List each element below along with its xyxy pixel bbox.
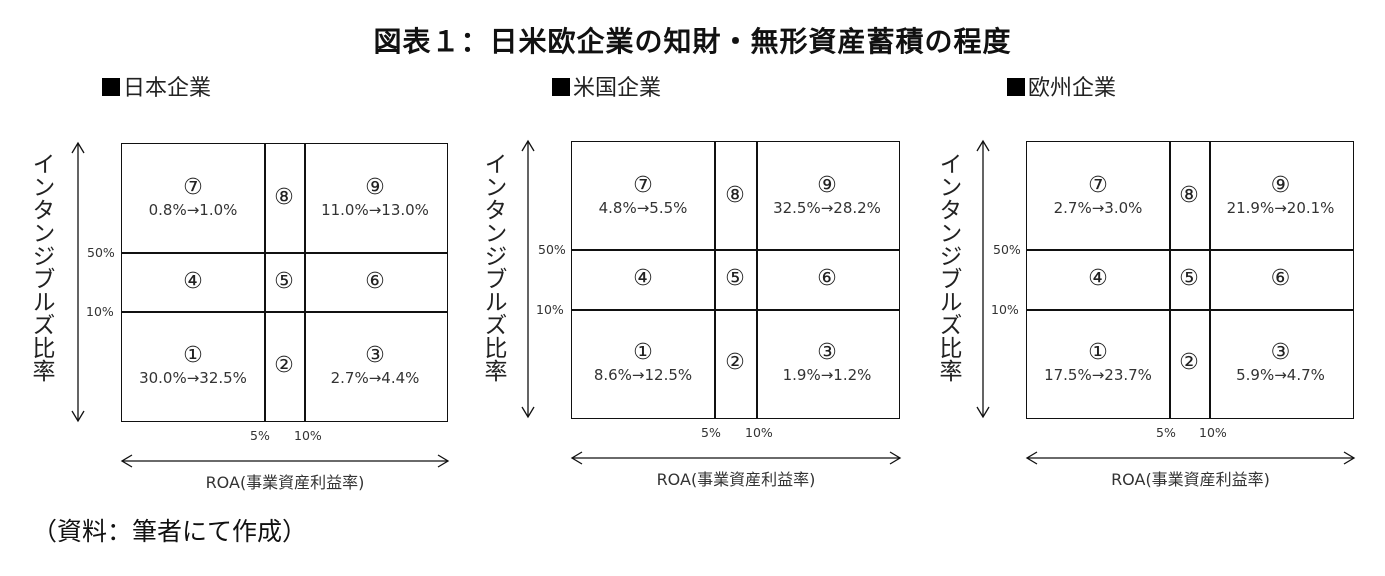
cell-9: ⑨ 21.9%→20.1%: [1226, 172, 1335, 217]
y-tick-10: 10%: [86, 304, 114, 319]
divider-roa-10: [304, 144, 306, 421]
x-tick-10: 10%: [1199, 425, 1227, 440]
panel-title: 日本企業: [102, 70, 211, 102]
panel-title: 欧州企業: [1007, 70, 1116, 102]
panel-japan: 日本企業 インタンジブルズ比率 50% 10% ⑦ 0.8%→1.0% ⑧ ⑨ …: [0, 0, 460, 576]
y-axis-double-arrow-icon: [521, 139, 535, 419]
cell-6: ⑥: [817, 266, 837, 291]
y-axis-double-arrow-icon: [71, 141, 85, 423]
divider-int-10: [1027, 309, 1353, 311]
matrix-grid: ⑦ 2.7%→3.0% ⑧ ⑨ 21.9%→20.1% ④ ⑤ ⑥ ① 17.5…: [1026, 141, 1354, 419]
cell-4: ④: [183, 268, 203, 294]
x-axis-double-arrow-icon: [120, 454, 450, 468]
y-tick-50: 50%: [993, 242, 1021, 257]
cell-9: ⑨ 11.0%→13.0%: [321, 175, 429, 220]
y-tick-10: 10%: [991, 302, 1019, 317]
matrix-grid: ⑦ 0.8%→1.0% ⑧ ⑨ 11.0%→13.0% ④ ⑤ ⑥ ① 30.0…: [121, 143, 448, 422]
cell-6: ⑥: [1270, 266, 1291, 291]
divider-int-50: [122, 252, 447, 254]
y-tick-10: 10%: [536, 302, 564, 317]
divider-roa-10: [756, 142, 758, 418]
cell-1: ① 8.6%→12.5%: [593, 340, 693, 385]
y-axis-double-arrow-icon: [976, 139, 990, 419]
divider-roa-10: [1209, 142, 1211, 418]
panel-europe: 欧州企業 インタンジブルズ比率 50% 10% ⑦ 2.7%→3.0% ⑧ ⑨ …: [905, 0, 1385, 576]
divider-int-50: [1027, 249, 1353, 251]
cell-8: ⑧: [274, 185, 294, 210]
divider-roa-5: [1169, 142, 1171, 418]
cell-3: ③ 1.9%→1.2%: [782, 340, 872, 385]
x-tick-10: 10%: [745, 425, 773, 440]
figure-title: 図表１：日米欧企業の知財・無形資産蓄積の程度: [373, 25, 1012, 58]
matrix-grid: ⑦ 4.8%→5.5% ⑧ ⑨ 32.5%→28.2% ④ ⑤ ⑥ ① 8.6%…: [571, 141, 900, 419]
y-axis-label: インタンジブルズ比率: [935, 152, 961, 382]
x-axis-label: ROA(事業資産利益率): [1111, 470, 1270, 489]
x-axis-label: ROA(事業資産利益率): [205, 473, 365, 492]
divider-int-10: [572, 309, 899, 311]
cell-7: ⑦ 0.8%→1.0%: [148, 175, 238, 220]
cell-4: ④: [633, 266, 653, 291]
panel-us: 米国企業 インタンジブルズ比率 50% 10% ⑦ 4.8%→5.5% ⑧ ⑨ …: [450, 0, 910, 576]
cell-3: ③ 2.7%→4.4%: [330, 342, 420, 387]
source-note: （資料：筆者にて作成）: [32, 517, 308, 546]
divider-int-50: [572, 249, 899, 251]
cell-7: ⑦ 2.7%→3.0%: [1053, 172, 1143, 217]
cell-3: ③ 5.9%→4.7%: [1236, 340, 1325, 385]
x-tick-5: 5%: [701, 425, 721, 440]
divider-roa-5: [264, 144, 266, 421]
divider-roa-5: [714, 142, 716, 418]
y-tick-50: 50%: [87, 245, 115, 260]
x-axis-double-arrow-icon: [1025, 451, 1356, 465]
x-tick-5: 5%: [250, 428, 270, 443]
x-axis-label: ROA(事業資産利益率): [656, 470, 816, 489]
cell-2: ②: [1179, 350, 1199, 375]
cell-2: ②: [725, 350, 745, 375]
x-tick-10: 10%: [294, 428, 322, 443]
cell-8: ⑧: [1179, 182, 1199, 208]
cell-5: ⑤: [725, 266, 745, 291]
cell-4: ④: [1088, 266, 1108, 291]
black-square-icon: [102, 78, 120, 96]
x-tick-5: 5%: [1156, 425, 1176, 440]
cell-8: ⑧: [725, 182, 745, 208]
black-square-icon: [552, 78, 570, 96]
cell-5: ⑤: [274, 268, 294, 294]
cell-7: ⑦ 4.8%→5.5%: [598, 172, 688, 217]
cell-1: ① 30.0%→32.5%: [139, 342, 247, 387]
cell-1: ① 17.5%→23.7%: [1044, 340, 1152, 385]
cell-9: ⑨ 32.5%→28.2%: [773, 172, 881, 217]
black-square-icon: [1007, 78, 1025, 96]
y-axis-label: インタンジブルズ比率: [28, 152, 54, 382]
cell-5: ⑤: [1179, 266, 1199, 291]
cell-6: ⑥: [365, 268, 385, 294]
panel-title: 米国企業: [552, 70, 661, 102]
x-axis-double-arrow-icon: [570, 451, 902, 465]
divider-int-10: [122, 311, 447, 313]
y-axis-label: インタンジブルズ比率: [480, 152, 506, 382]
y-tick-50: 50%: [538, 242, 566, 257]
cell-2: ②: [274, 352, 294, 378]
